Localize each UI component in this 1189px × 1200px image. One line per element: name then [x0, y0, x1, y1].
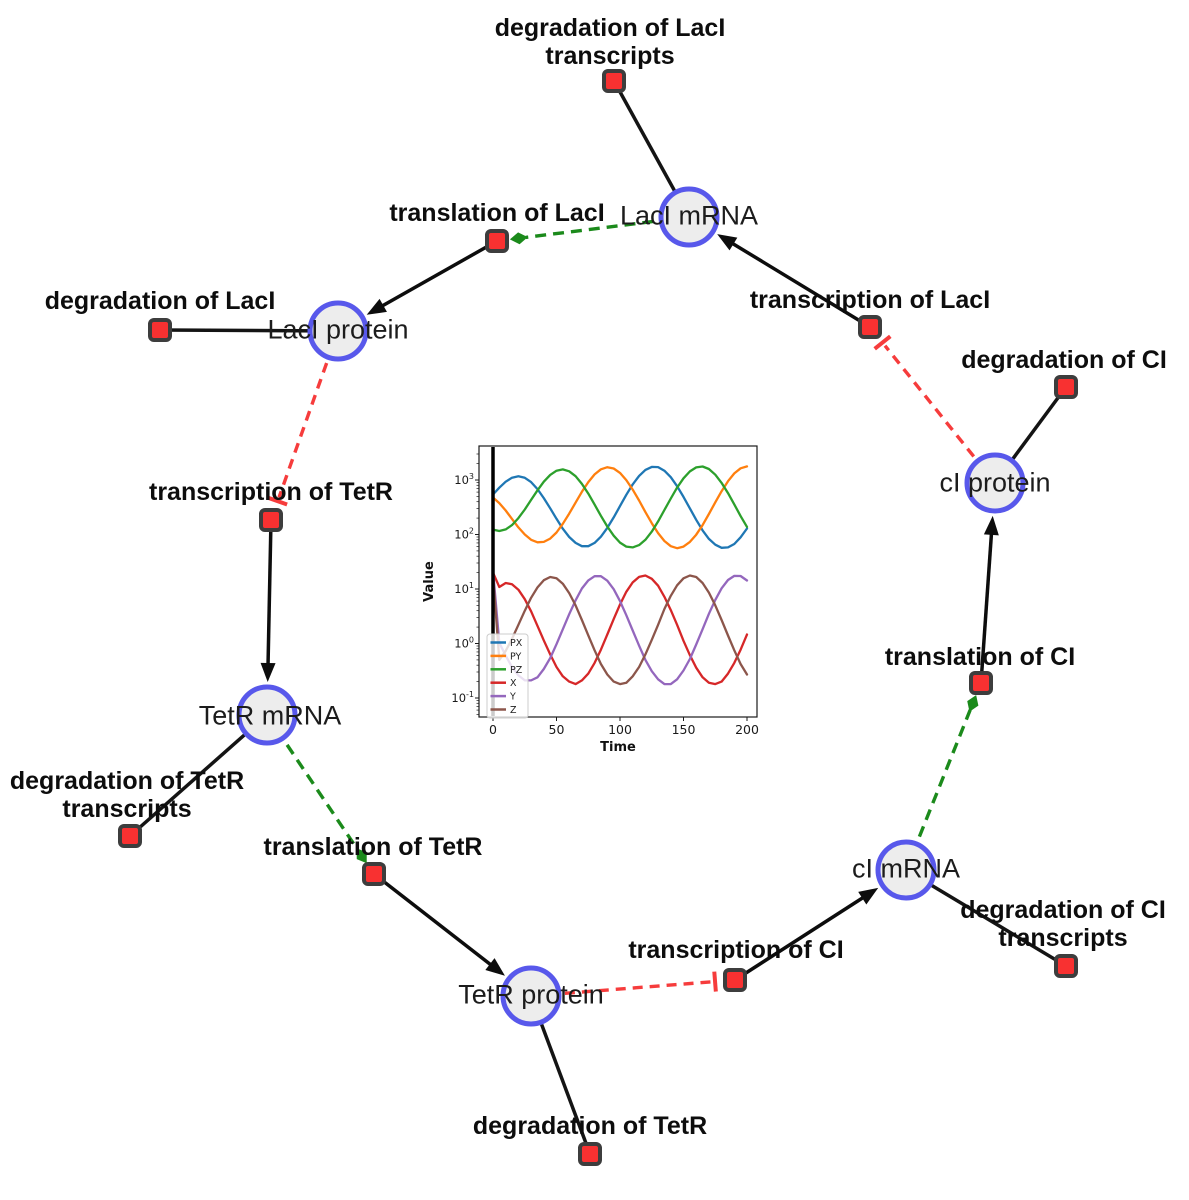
y-tick-label-10e2: 102 — [454, 527, 474, 542]
plot-series-pz — [491, 465, 749, 549]
species-node-ci-protein[interactable] — [964, 452, 1026, 514]
edge-transcription-of-laci-to-laci-mrna-arrowhead-icon — [717, 234, 738, 251]
y-tick-label-10e1: 101 — [454, 581, 474, 596]
legend-entry-px: PX — [510, 638, 523, 649]
legend-entry-pz: PZ — [510, 665, 523, 676]
edge-tetr-protein-to-transcription-of-ci — [530, 980, 712, 998]
reaction-node-translation-of-ci[interactable] — [969, 671, 993, 695]
reaction-node-transcription-of-ci[interactable] — [723, 968, 747, 992]
edge-transcription-of-tetr-to-tetr-mrna — [266, 519, 273, 673]
edge-transcription-of-ci-to-ci-mrna — [734, 891, 871, 982]
edge-translation-of-tetr-to-tetr-protein — [372, 872, 499, 971]
x-tick-label-150: 150 — [672, 722, 696, 737]
y-tick-label-10e3: 103 — [454, 472, 474, 487]
plot-legend: PX PY PZ XYZ — [486, 633, 529, 719]
legend-entry-x: X — [510, 678, 517, 689]
edge-ci-protein-to-transcription-of-laci-tee-bar-icon — [873, 334, 892, 351]
reaction-node-translation-of-tetr[interactable] — [362, 862, 386, 886]
legend-entry-y: Y — [509, 692, 516, 703]
species-node-ci-mrna[interactable] — [875, 839, 937, 901]
reaction-node-translation-of-laci[interactable] — [485, 229, 509, 253]
reaction-node-transcription-of-laci[interactable] — [858, 315, 882, 339]
edge-laci-protein-to-transcription-of-tetr-tee-bar-icon — [267, 495, 288, 507]
species-node-laci-protein[interactable] — [307, 300, 369, 362]
species-node-laci-mrna[interactable] — [658, 186, 720, 248]
plot-series-z — [491, 573, 749, 686]
edge-transcription-of-tetr-to-tetr-mrna-arrowhead-icon — [260, 662, 276, 683]
reaction-node-degradation-of-laci[interactable] — [148, 318, 172, 342]
plot-series-px — [491, 465, 749, 549]
edge-laci-mrna-to-translation-of-laci-diamond-arrowhead-icon — [509, 232, 528, 245]
edge-laci-protein-to-transcription-of-tetr — [277, 330, 340, 498]
edge-ci-protein-to-transcription-of-laci — [883, 344, 997, 485]
x-tick-label-100: 100 — [608, 722, 632, 737]
plot-series-py — [491, 465, 749, 550]
edge-translation-of-laci-to-laci-protein — [374, 239, 498, 312]
edge-translation-of-laci-to-laci-protein-arrowhead-icon — [366, 298, 387, 315]
species-node-tetr-mrna[interactable] — [236, 684, 298, 746]
edge-tetr-protein-to-transcription-of-ci-tee-bar-icon — [712, 971, 718, 992]
y-tick-label-10e-1: 10-1 — [451, 690, 474, 705]
edge-ci-mrna-to-translation-of-ci-diamond-arrowhead-icon — [967, 695, 979, 712]
legend-entry-py: PY — [510, 651, 522, 662]
plot-y-axis-label: Value — [422, 561, 437, 602]
reaction-node-degradation-of-tetr[interactable] — [578, 1142, 602, 1166]
edge-transcription-of-ci-to-ci-mrna-arrowhead-icon — [858, 887, 879, 905]
x-tick-label-200: 200 — [735, 722, 759, 737]
y-tick-label-10e0: 100 — [454, 636, 474, 651]
reaction-node-deg-tetr-transcripts[interactable] — [118, 824, 142, 848]
legend-entry-z: Z — [510, 705, 517, 716]
edge-tetr-mrna-to-translation-of-tetr-diamond-arrowhead-icon — [356, 848, 367, 864]
plot-series-x — [491, 571, 749, 686]
edge-translation-of-ci-to-ci-protein-arrowhead-icon — [983, 515, 999, 536]
plot-x-axis-label: Time — [600, 740, 636, 755]
reaction-node-deg-laci-transcripts[interactable] — [602, 69, 626, 93]
inset-plot: 0 50 100 150 20010-1100101102103TimeValuePXP… — [422, 445, 759, 755]
species-node-tetr-protein[interactable] — [500, 965, 562, 1027]
edge-translation-of-ci-to-ci-protein — [979, 525, 994, 684]
x-tick-label-0: 0 — [489, 722, 497, 737]
edge-transcription-of-laci-to-laci-mrna — [724, 237, 871, 329]
reaction-node-transcription-of-tetr[interactable] — [259, 508, 283, 532]
x-tick-label-50: 50 — [549, 722, 565, 737]
edge-ci-mrna-to-deg-ci-transcripts — [905, 868, 1067, 968]
edge-translation-of-tetr-to-tetr-protein-arrowhead-icon — [485, 958, 505, 976]
reaction-node-deg-ci-transcripts[interactable] — [1054, 954, 1078, 978]
reaction-node-degradation-of-ci[interactable] — [1054, 375, 1078, 399]
plot-series-y — [491, 569, 749, 686]
